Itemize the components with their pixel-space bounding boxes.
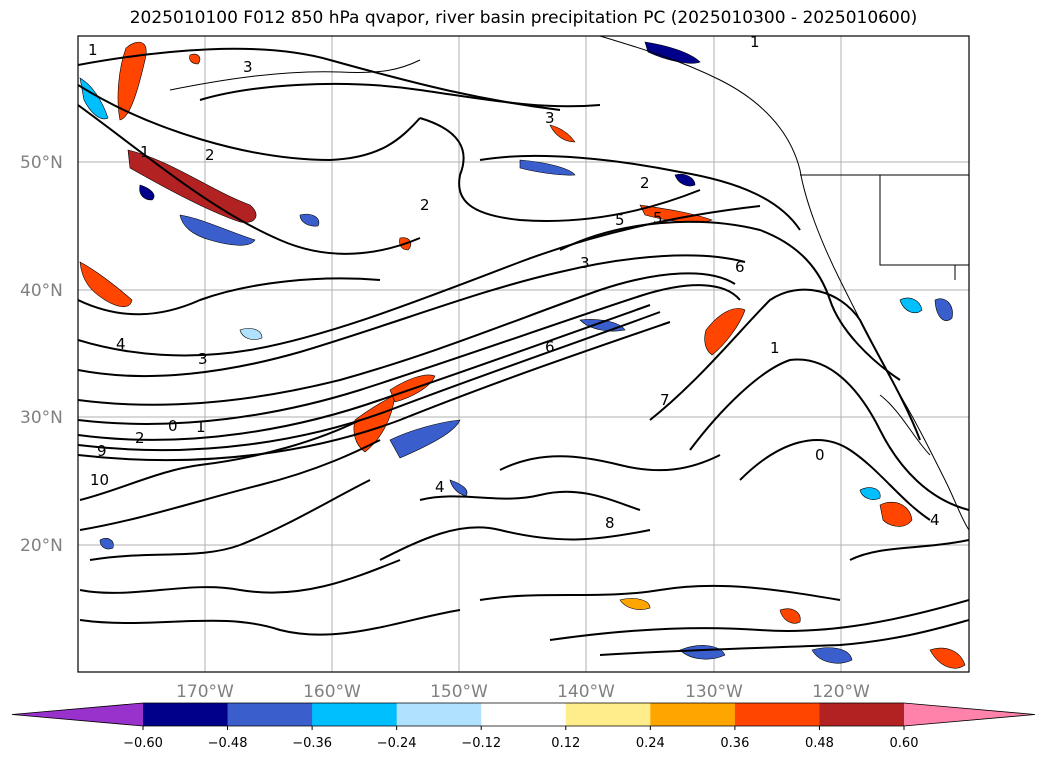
lat-label-30n: 30°N bbox=[20, 408, 63, 428]
contour-label: 6 bbox=[735, 258, 745, 276]
contour-label: 9 bbox=[97, 442, 107, 460]
colorbar-segment bbox=[650, 703, 736, 726]
precip-shading bbox=[79, 41, 966, 669]
colorbar-tick-label: 0.36 bbox=[720, 736, 749, 751]
contour-label: 3 bbox=[580, 254, 590, 272]
map-frame bbox=[77, 35, 970, 673]
colorbar-segment bbox=[734, 703, 820, 726]
lon-label-150w: 150°W bbox=[430, 682, 488, 702]
contour-label: 5 bbox=[615, 211, 625, 229]
lon-label-170w: 170°W bbox=[176, 682, 234, 702]
colorbar-segment bbox=[396, 703, 482, 726]
colorbar-tick-label: −0.24 bbox=[377, 736, 417, 751]
longitude-labels: 170°W 160°W 150°W 140°W 130°W 120°W bbox=[176, 682, 870, 702]
colorbar-tick-label: 0.12 bbox=[551, 736, 580, 751]
contour-label: 1 bbox=[88, 41, 98, 59]
colorbar: −0.60 −0.48 −0.36 −0.24 −0.12 0.12 0.24 0.36 0.4… bbox=[11, 702, 1036, 751]
lat-label-20n: 20°N bbox=[20, 536, 63, 556]
lon-label-120w: 120°W bbox=[812, 682, 870, 702]
colorbar-segment bbox=[481, 703, 567, 726]
colorbar-tick-label: 0.48 bbox=[805, 736, 834, 751]
contour-label: 2 bbox=[420, 196, 430, 214]
lon-label-140w: 140°W bbox=[557, 682, 615, 702]
contour-label: 4 bbox=[435, 478, 445, 496]
contour-label: 0 bbox=[168, 417, 178, 435]
lon-label-160w: 160°W bbox=[303, 682, 361, 702]
contour-label: 5 bbox=[653, 209, 663, 227]
contour-label: 10 bbox=[90, 471, 109, 489]
contour-label: 7 bbox=[660, 391, 670, 409]
lat-label-50n: 50°N bbox=[20, 153, 63, 173]
contour-label: 0 bbox=[815, 446, 825, 464]
contour-label: 3 bbox=[545, 109, 555, 127]
colorbar-segment bbox=[227, 703, 313, 726]
contour-label: 2 bbox=[205, 146, 215, 164]
colorbar-segment bbox=[819, 703, 905, 726]
contour-label: 2 bbox=[640, 174, 650, 192]
contour-label: 1 bbox=[750, 33, 760, 51]
latitude-labels: 50°N 40°N 30°N 20°N bbox=[20, 153, 63, 556]
contour-label: 1 bbox=[770, 339, 780, 357]
colorbar-extend-high bbox=[904, 703, 1035, 726]
map-layers: 1 2 3 4 5 6 7 8 9 10 0 3 2 1 4 1 3 2 6 5… bbox=[78, 33, 969, 672]
lon-label-130w: 130°W bbox=[685, 682, 743, 702]
qvapor-contours bbox=[78, 47, 969, 656]
contour-label: 8 bbox=[605, 514, 615, 532]
colorbar-segment bbox=[565, 703, 651, 726]
contour-label: 2 bbox=[135, 429, 145, 447]
colorbar-tick-label: 0.24 bbox=[636, 736, 665, 751]
contour-label: 4 bbox=[116, 335, 126, 353]
contour-label: 6 bbox=[545, 338, 555, 356]
contour-label: 3 bbox=[243, 58, 253, 76]
map-title: 2025010100 F012 850 hPa qvapor, river ba… bbox=[129, 8, 918, 28]
colorbar-tick-label: 0.60 bbox=[890, 736, 919, 751]
lat-label-40n: 40°N bbox=[20, 281, 63, 301]
contour-labels: 1 2 3 4 5 6 7 8 9 10 0 3 2 1 4 1 3 2 6 5… bbox=[88, 33, 940, 532]
contour-label: 3 bbox=[198, 350, 208, 368]
colorbar-tick-label: −0.48 bbox=[208, 736, 248, 751]
colorbar-segment bbox=[312, 703, 398, 726]
colorbar-tick-label: −0.36 bbox=[292, 736, 332, 751]
coastlines bbox=[169, 36, 969, 531]
contour-label: 4 bbox=[930, 511, 940, 529]
colorbar-tick-label: −0.12 bbox=[461, 736, 501, 751]
colorbar-extend-low bbox=[12, 703, 143, 726]
colorbar-tick-label: −0.60 bbox=[123, 736, 163, 751]
contour-label: 1 bbox=[196, 418, 206, 436]
contour-label: 1 bbox=[140, 143, 150, 161]
colorbar-segment bbox=[143, 703, 229, 726]
